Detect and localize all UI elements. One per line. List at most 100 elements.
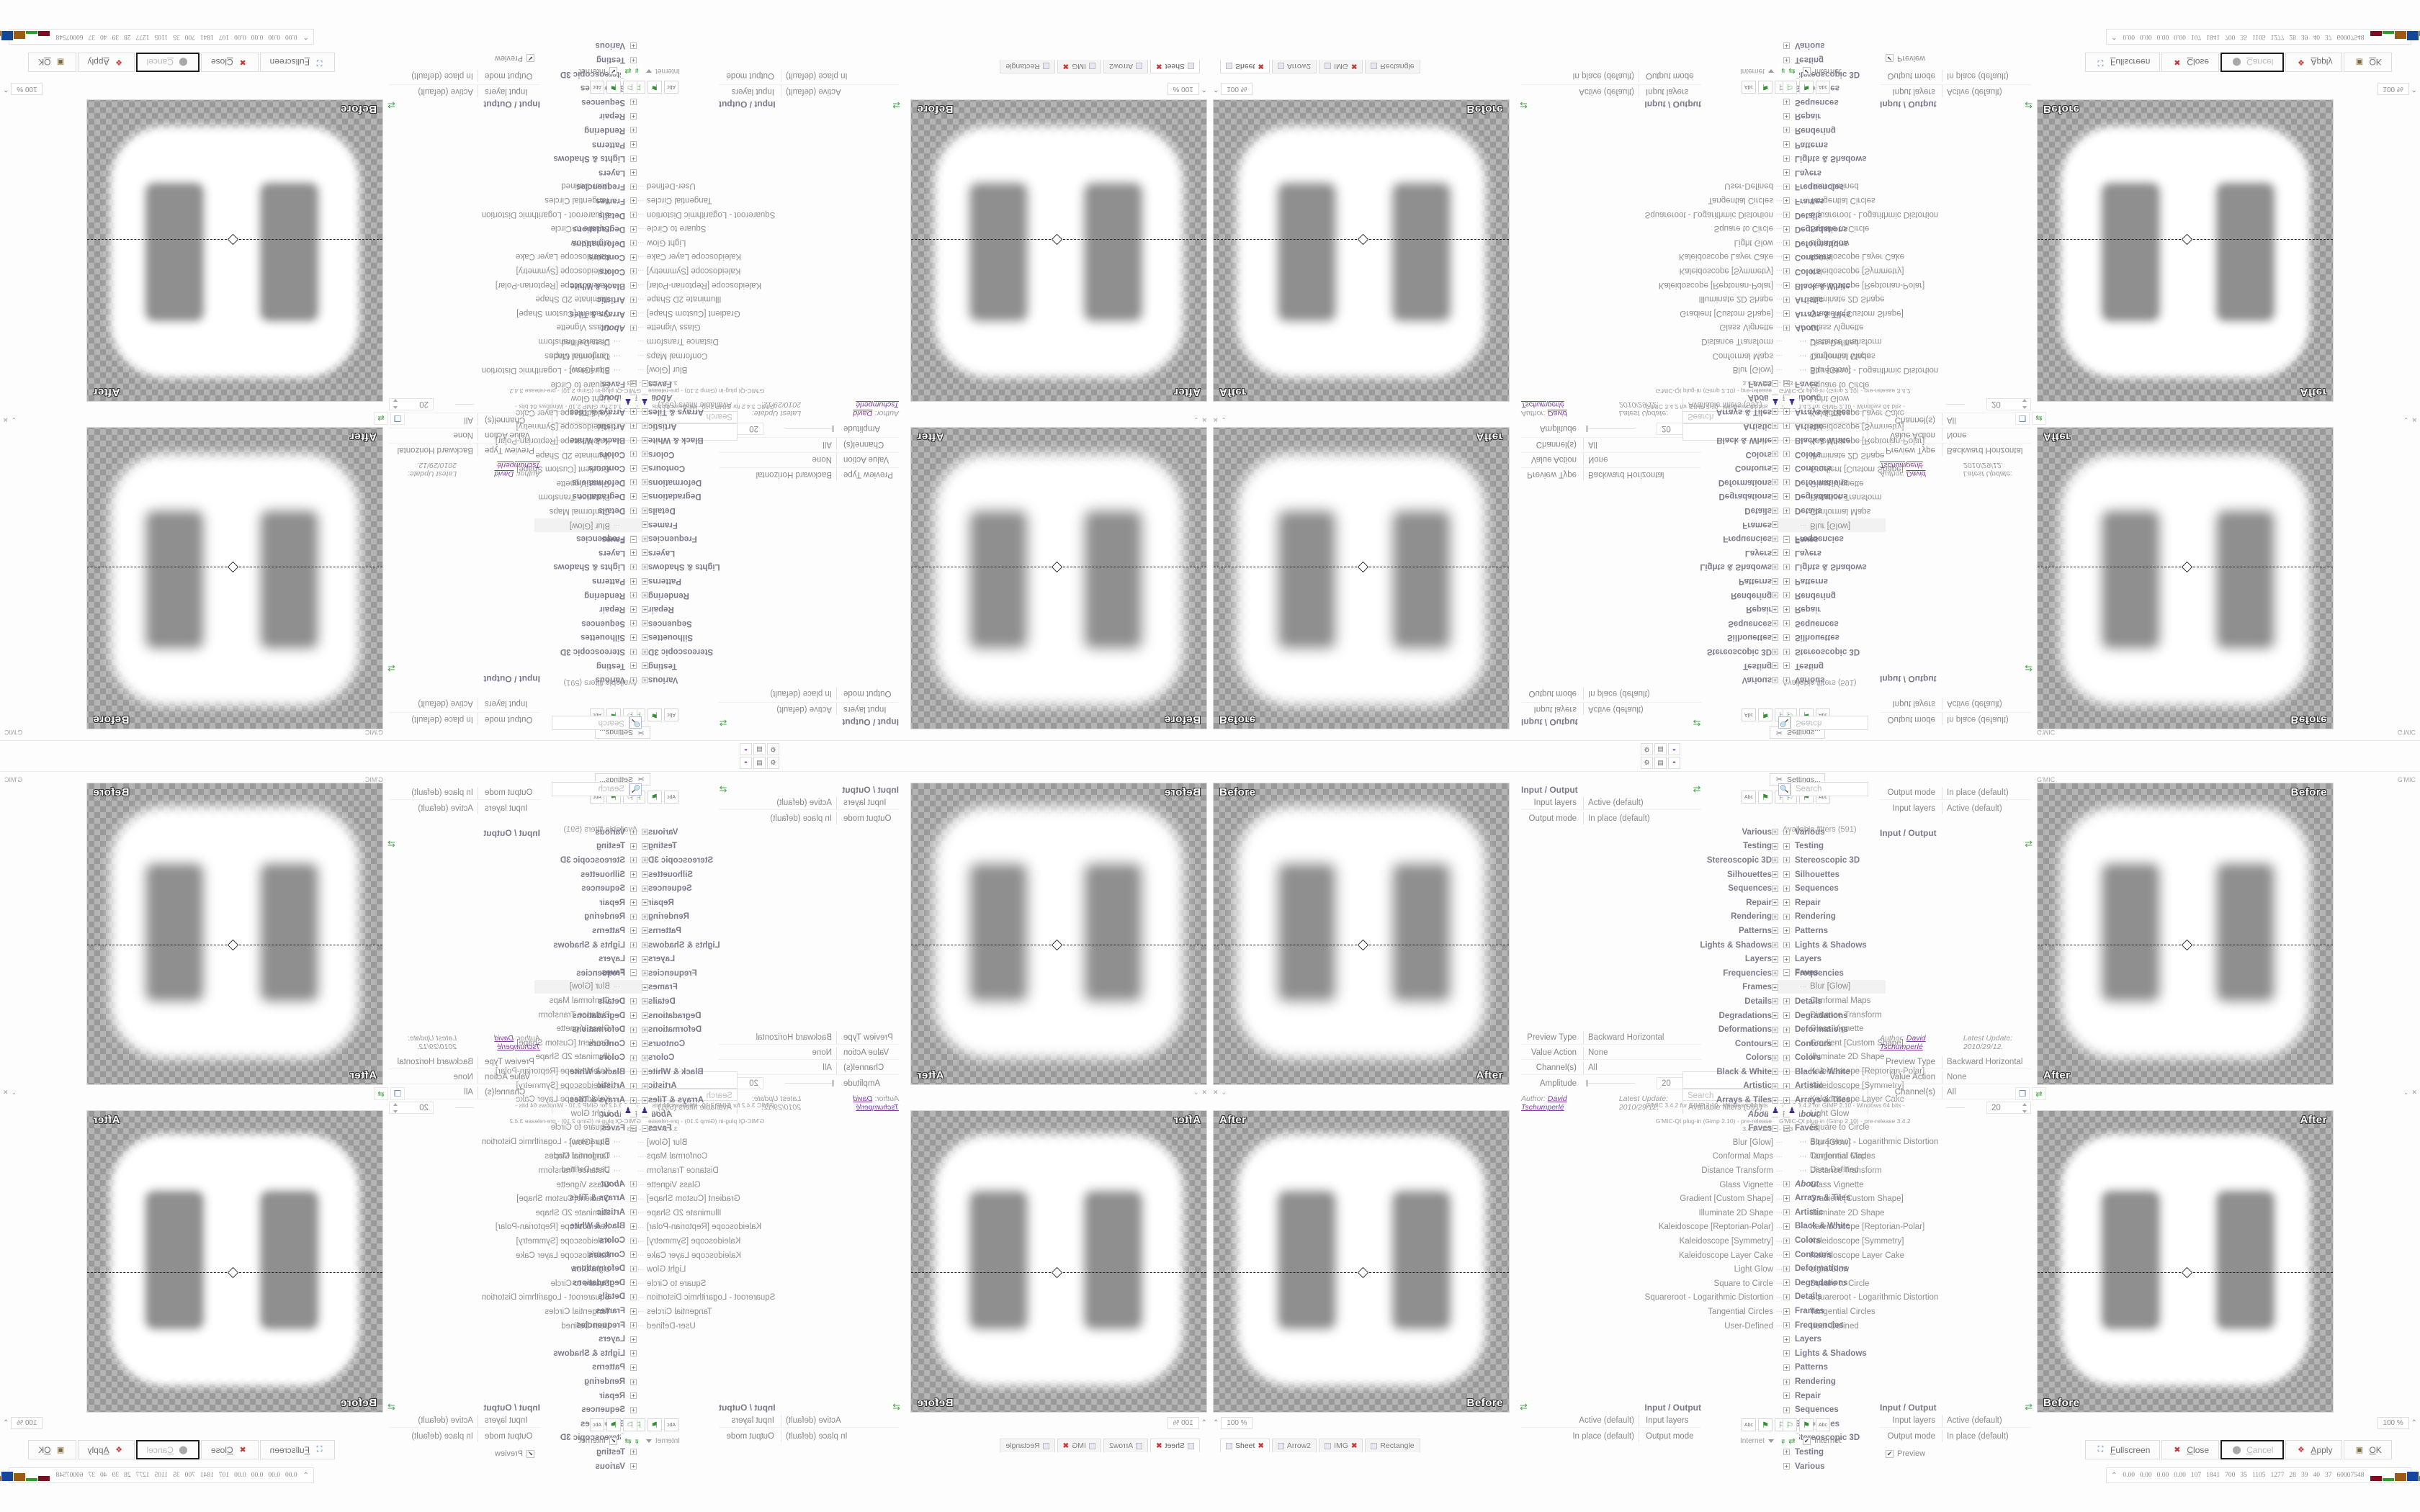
zoom-value-br[interactable]: 100 %	[11, 1417, 43, 1429]
tree-filter-item[interactable]: ⋯ Conformal Maps	[1682, 348, 1783, 363]
tree-filter-item[interactable]: ⋯ Tangential Circles	[637, 193, 738, 207]
io-input-layers-select-r[interactable]: Active (default)	[389, 698, 478, 710]
zoom-value-bl[interactable]: 100 %	[1221, 1417, 1253, 1429]
abc-def-icon[interactable]: Abc	[664, 791, 678, 804]
tree-category[interactable]: + Details	[1778, 1290, 1886, 1305]
tree-expander[interactable]: +	[642, 955, 648, 963]
tree-category[interactable]: + Black & White	[1682, 1065, 1783, 1079]
tree-filter-item[interactable]: ⋯ Kaleidoscope [Reptorian-Polar]	[496, 1064, 642, 1079]
tree-category[interactable]: + Degradations	[637, 1009, 738, 1023]
zoom-control-bl[interactable]: ⌃ 100 %	[1167, 83, 1207, 95]
tree-filter-item[interactable]: ⋯ Glass Vignette	[1682, 1178, 1783, 1192]
tree-category[interactable]: +Frequencies	[637, 966, 738, 981]
tree-category[interactable]: + Various	[1682, 672, 1783, 687]
tree-category[interactable]: +Frequencies	[1682, 966, 1783, 981]
tree-filter-item[interactable]: ⋯ Kaleidoscope [Reptorian-Polar]	[637, 1220, 761, 1235]
tree-filter-item[interactable]: ⋯ Kaleidoscope [Symmetry]	[1680, 264, 1783, 278]
tree-category[interactable]: + Deformations	[1682, 1022, 1783, 1037]
tree-category[interactable]: + Artistic	[637, 1079, 738, 1094]
tree-expander[interactable]: +	[642, 1054, 648, 1061]
preview-canvas-top-left[interactable]: Before After	[1213, 427, 1510, 729]
abc-def-icon[interactable]: Abc	[664, 708, 678, 721]
amplitude-slider[interactable]	[763, 1077, 837, 1089]
tree-category[interactable]: + Repair	[542, 602, 642, 616]
gimp-tab-strip[interactable]: Sheet ✖ Arrow2 IMG ✖ Rectangle	[1220, 60, 1420, 73]
close-icon[interactable]: ✖	[1156, 1441, 1162, 1450]
tree-category[interactable]: + Sequences	[637, 881, 738, 896]
refresh-icon-bl[interactable]: ⇄	[1520, 100, 1528, 111]
checkbox-box[interactable]: ✔	[1803, 67, 1811, 76]
amplitude-slider-r[interactable]	[434, 1102, 478, 1114]
tree-filter-item[interactable]: ⋯ Conformal Maps	[637, 348, 738, 363]
remove-fave-icon[interactable]: ⚑	[1758, 791, 1773, 804]
gimp-tab[interactable]: Sheet ✖	[1220, 60, 1270, 73]
io-input-layers-select[interactable]: Active (default)	[719, 796, 837, 809]
zoom-value-br[interactable]: 100 %	[11, 83, 43, 95]
tree-category[interactable]: + Various	[1778, 39, 1886, 53]
tree-filter-item[interactable]: ⋯ Light Glow	[1682, 1262, 1783, 1277]
color-swatch[interactable]	[2370, 1476, 2382, 1481]
tree-expander[interactable]: +	[630, 899, 637, 906]
tree-filter-item[interactable]: ⋯ Tangential Circles	[1778, 1305, 1878, 1319]
tree-expander[interactable]: +	[630, 1223, 637, 1230]
tree-filter-item[interactable]: ⋯ Squareroot - Logarithmic Distortion	[482, 363, 642, 377]
preview-canvas-bottom-right[interactable]: After Before	[2037, 99, 2334, 402]
tree-category[interactable]: + Layers	[1778, 1332, 1886, 1346]
tree-category[interactable]: + Black & White	[1682, 433, 1783, 447]
remove-fave-icon[interactable]: ⚑	[1758, 708, 1773, 721]
gimp-tab[interactable]: Arrow2	[1271, 60, 1317, 73]
color-swatch[interactable]	[26, 31, 38, 34]
blob-icon[interactable]: ◓	[740, 757, 752, 769]
tree-category[interactable]: + Black & White	[1778, 279, 1886, 293]
tree-expander[interactable]: +	[1772, 885, 1778, 892]
tree-filter-item[interactable]: ⋯ Kaleidoscope Layer Cake	[637, 250, 741, 264]
tree-category[interactable]: + Rendering	[1682, 910, 1783, 924]
io-input-layers-select[interactable]: Active (default)	[1583, 796, 1701, 809]
refresh-icon-bl[interactable]: ⇄	[1520, 1401, 1528, 1412]
tree-expander[interactable]: +	[1783, 927, 1790, 935]
refresh-icon-br[interactable]: ⇄	[387, 1401, 395, 1412]
close-button[interactable]: ✖ Close	[200, 1440, 259, 1459]
tree-expander[interactable]: +	[1772, 1026, 1778, 1033]
tree-expander[interactable]: +	[630, 310, 637, 318]
refresh-icon-2[interactable]: ⇄	[374, 412, 388, 425]
tree-expander[interactable]: +	[642, 408, 648, 415]
tree-expander[interactable]: +	[1783, 998, 1790, 1005]
tree-expander[interactable]: +	[1783, 112, 1790, 120]
tree-expander[interactable]: +	[1783, 857, 1790, 864]
io-input-layers-select-br[interactable]: Active (default)	[1942, 85, 2031, 98]
tree-expander[interactable]: +	[630, 662, 637, 670]
tree-category[interactable]: + Colors	[1778, 1233, 1886, 1248]
search-icon-center[interactable]: 🔍	[629, 783, 642, 796]
tree-category[interactable]: + Testing	[542, 840, 642, 854]
tree-category[interactable]: + Artistic	[1778, 292, 1886, 307]
ok-button[interactable]: ▣ OK	[28, 53, 76, 72]
minimize-icon[interactable]: ⌄	[1221, 416, 1227, 423]
chevron-up-icon[interactable]: ⌃	[1213, 1419, 1219, 1427]
gimp-tab-strip[interactable]: Sheet ✖ Arrow2 IMG ✖ Rectangle	[1000, 1439, 1200, 1452]
zoom-control-bl[interactable]: ⌃ 100 %	[1213, 83, 1253, 95]
tree-expander[interactable]: +	[642, 927, 648, 935]
gimp-tab[interactable]: IMG ✖	[1319, 60, 1363, 73]
tree-category[interactable]: + Layers	[542, 546, 642, 560]
tree-category[interactable]: + Deformations	[637, 1022, 738, 1037]
tree-category[interactable]: + Contours	[637, 462, 738, 476]
tree-expander[interactable]: +	[642, 871, 648, 878]
abc-def-icon-4[interactable]: Abc	[1816, 1418, 1830, 1431]
zoom-control-bl[interactable]: ⌃ 100 %	[1167, 1417, 1207, 1429]
tree-expander[interactable]: +	[630, 927, 637, 935]
tree-expander[interactable]: +	[642, 492, 648, 500]
tree-toolbar-bottom-right[interactable]: ⚐ ⚑ Abc	[1783, 1418, 1830, 1431]
tree-category[interactable]: + Arrays & Tiles	[534, 1192, 642, 1206]
tree-expander[interactable]: +	[1772, 984, 1778, 991]
abc-def-icon[interactable]: Abc	[1742, 708, 1756, 721]
tree-expander[interactable]: +	[630, 842, 637, 850]
tree-expander[interactable]: +	[1783, 1054, 1790, 1061]
filter-tree-left-list[interactable]: + Various + Testing + Stereoscopic 3D + Silhoue…	[637, 825, 775, 1333]
tree-filter-item[interactable]: ⋯ Tangential Circles	[1682, 193, 1783, 207]
remove-fave-icon-3[interactable]: ⚑	[1758, 1418, 1773, 1431]
tree-category[interactable]: + Arrays & Tiles	[1778, 1093, 1878, 1107]
tree-category[interactable]: + Sequences	[1778, 616, 1878, 631]
tree-category[interactable]: + Repair	[534, 109, 642, 124]
preview-canvas-bottom-left[interactable]: After Before	[910, 1110, 1207, 1413]
